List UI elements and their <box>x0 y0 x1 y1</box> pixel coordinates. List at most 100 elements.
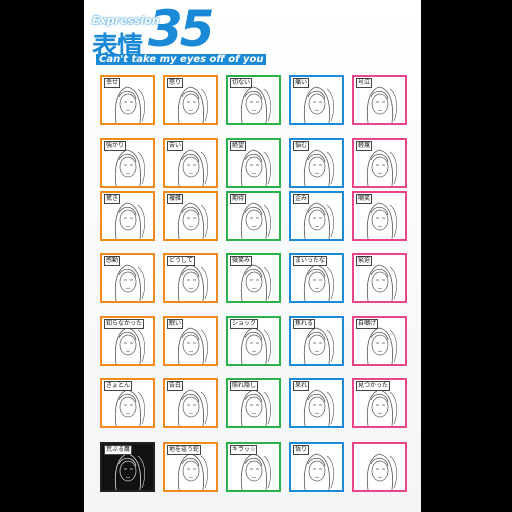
expression-label: ショック <box>230 319 259 329</box>
expression-panel <box>352 442 407 492</box>
expression-panel: 強がり <box>100 138 155 188</box>
expression-label: 呆れ <box>293 381 310 391</box>
character-face-sketch <box>303 453 334 490</box>
expression-label: 自嘲げ <box>356 319 379 329</box>
character-face-sketch <box>177 327 208 364</box>
expression-label: 緊迫 <box>356 256 373 266</box>
character-face-sketch <box>177 149 208 186</box>
expression-panel: 地を這う蛇 <box>163 442 218 492</box>
expression-panel: 呆れ <box>289 378 344 428</box>
character-face-sketch <box>240 149 271 186</box>
character-face-sketch <box>303 264 334 301</box>
character-face-sketch <box>303 202 334 239</box>
expression-label: 告白 <box>167 381 184 391</box>
expression-panel: 嘲笑 <box>352 191 407 241</box>
expression-label: 複雑 <box>167 194 184 204</box>
expression-panel: 微笑み <box>226 253 281 303</box>
expression-label: 悩む <box>293 141 310 151</box>
expression-label: 強がり <box>104 141 127 151</box>
expression-panel: 驚き <box>100 191 155 241</box>
character-face-sketch <box>240 453 271 490</box>
expression-panel: 焦れる <box>289 316 344 366</box>
header-small-title: Expression <box>92 14 160 27</box>
expression-panel: どうして <box>163 253 218 303</box>
header-subtitle: Can't take my eyes off of you <box>96 54 267 65</box>
expression-label: 微笑み <box>230 256 253 266</box>
character-face-sketch <box>240 86 271 123</box>
expression-panel: きょとん <box>100 378 155 428</box>
expression-panel: まいったな <box>289 253 344 303</box>
expression-label: 怒り <box>167 78 184 88</box>
character-face-sketch <box>303 389 334 426</box>
expression-label: 地を這う蛇 <box>167 445 202 455</box>
expression-panel: ショック <box>226 316 281 366</box>
expression-label: キラッ☆ <box>230 445 258 455</box>
expression-label: 絶望 <box>230 141 247 151</box>
expression-panel: 緊迫 <box>352 253 407 303</box>
expression-label: きょとん <box>104 381 133 391</box>
expression-panel: 眠い <box>163 316 218 366</box>
character-face-sketch <box>366 149 397 186</box>
expression-label: 悟り <box>293 445 310 455</box>
character-face-sketch <box>366 327 397 364</box>
character-face-sketch <box>366 202 397 239</box>
character-face-sketch <box>177 389 208 426</box>
character-face-sketch <box>177 86 208 123</box>
character-face-sketch <box>114 327 145 364</box>
character-face-sketch <box>240 389 271 426</box>
expression-label: 苦い <box>167 141 184 151</box>
expression-label: 荒ぶる鷹 <box>104 445 133 455</box>
expression-panel: 痛い <box>289 75 344 125</box>
character-face-sketch <box>303 149 334 186</box>
expression-label: 驚き <box>104 194 121 204</box>
expression-label: まいったな <box>293 256 328 266</box>
expression-panel: 告白 <box>163 378 218 428</box>
expression-label: 見つかった <box>356 381 391 391</box>
expression-label: 嘲笑 <box>356 194 373 204</box>
expression-label: 期待 <box>230 194 247 204</box>
expression-panel: 軽蔑 <box>352 138 407 188</box>
character-face-sketch <box>114 264 145 301</box>
expression-panel: 切ない <box>226 75 281 125</box>
expression-label: 幸せ <box>104 78 121 88</box>
expression-panel: 知らなかった <box>100 316 155 366</box>
expression-panel: 見つかった <box>352 378 407 428</box>
expression-panel: 苦い <box>163 138 218 188</box>
character-face-sketch <box>303 327 334 364</box>
expression-label: どうして <box>167 256 195 266</box>
expression-label: 切ない <box>230 78 253 88</box>
expression-panel: 企み <box>289 191 344 241</box>
expression-panel: 悩む <box>289 138 344 188</box>
expression-label: 企み <box>293 194 310 204</box>
expression-panel: 荒ぶる鷹 <box>100 442 155 492</box>
character-face-sketch <box>177 453 208 490</box>
character-face-sketch <box>240 264 271 301</box>
expression-panel: 複雑 <box>163 191 218 241</box>
expression-label: 痛い <box>293 78 310 88</box>
expression-panel: 怒り <box>163 75 218 125</box>
character-face-sketch <box>114 149 145 186</box>
expression-panel: 照れ隠し <box>226 378 281 428</box>
character-face-sketch <box>303 86 334 123</box>
expression-label: 感動 <box>104 256 121 266</box>
character-face-sketch <box>177 202 208 239</box>
expression-panel: キラッ☆ <box>226 442 281 492</box>
header-number: 35 <box>148 0 215 58</box>
expression-label: 軽蔑 <box>356 141 373 151</box>
expression-panel: 号泣 <box>352 75 407 125</box>
expression-panel: 自嘲げ <box>352 316 407 366</box>
expression-panel: 幸せ <box>100 75 155 125</box>
expression-label: 照れ隠し <box>230 381 259 391</box>
character-face-sketch <box>114 86 145 123</box>
character-face-sketch <box>114 202 145 239</box>
expression-panel: 絶望 <box>226 138 281 188</box>
expression-panel: 悟り <box>289 442 344 492</box>
expression-label: 焦れる <box>293 319 316 329</box>
expression-panel: 感動 <box>100 253 155 303</box>
expression-label: 号泣 <box>356 78 373 88</box>
header: Expression 表情 35 Can't take my eyes off … <box>92 0 312 70</box>
character-face-sketch <box>366 86 397 123</box>
character-face-sketch <box>366 264 397 301</box>
expression-label: 知らなかった <box>104 319 145 329</box>
